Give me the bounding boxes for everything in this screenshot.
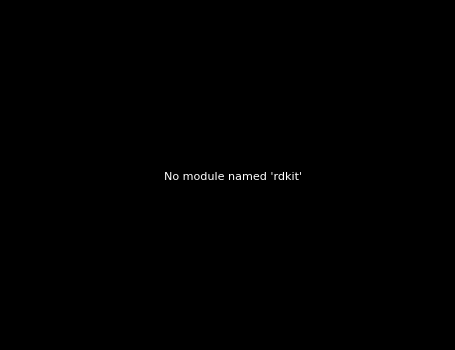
Text: No module named 'rdkit': No module named 'rdkit' [164,172,302,182]
